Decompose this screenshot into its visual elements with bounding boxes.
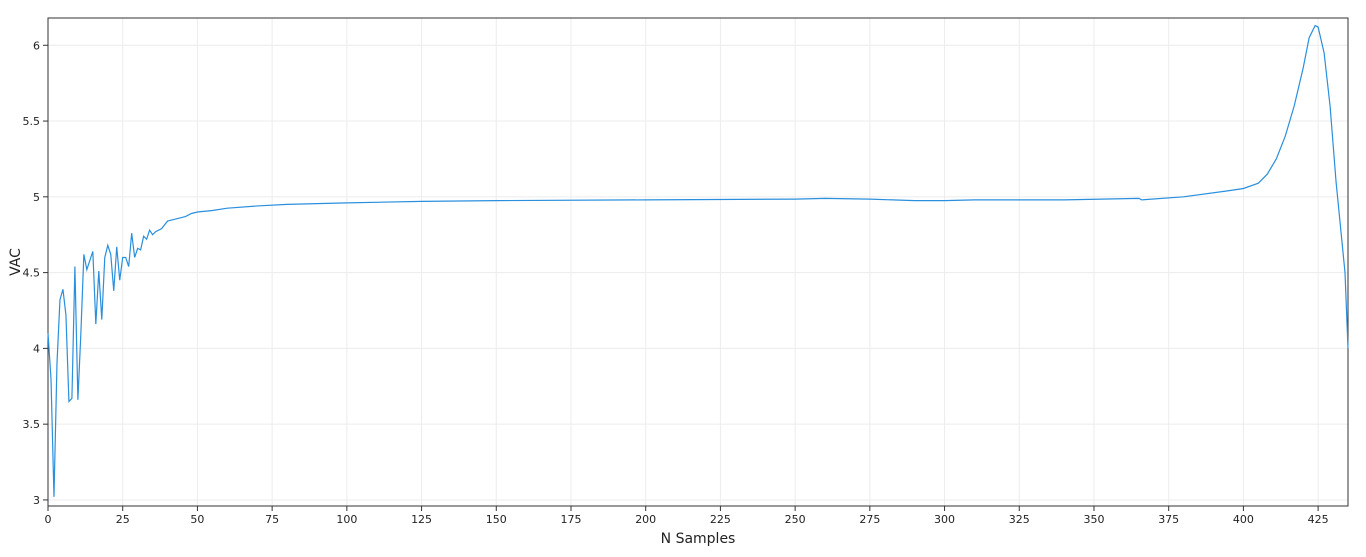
x-tick-label: 375 [1158,513,1179,526]
x-tick-label: 300 [934,513,955,526]
y-tick-label: 4 [33,342,40,355]
x-tick-label: 25 [116,513,130,526]
x-tick-label: 150 [486,513,507,526]
y-tick-label: 6 [33,39,40,52]
x-tick-label: 275 [859,513,880,526]
y-tick-label: 4.5 [23,267,41,280]
x-tick-label: 200 [635,513,656,526]
plot-frame [47,17,1349,507]
data-line [47,24,1349,497]
x-tick-label: 125 [411,513,432,526]
x-tick-label: 100 [336,513,357,526]
y-axis-label: VAC [8,248,24,276]
x-tick-label: 425 [1308,513,1329,526]
x-tick-label: 50 [190,513,204,526]
y-tick-label: 3 [33,494,40,507]
x-tick-label: 175 [560,513,581,526]
y-tick-label: 3.5 [23,418,41,431]
x-tick-label: 250 [785,513,806,526]
x-tick-label: 225 [710,513,731,526]
y-tick-label: 5.5 [23,115,41,128]
x-axis-label: N Samples [661,531,736,547]
x-tick-label: 350 [1083,513,1104,526]
x-tick-label: 325 [1009,513,1030,526]
x-tick-label: 75 [265,513,279,526]
x-tick-label: 0 [45,513,52,526]
x-tick-label: 400 [1233,513,1254,526]
y-tick-label: 5 [33,191,40,204]
